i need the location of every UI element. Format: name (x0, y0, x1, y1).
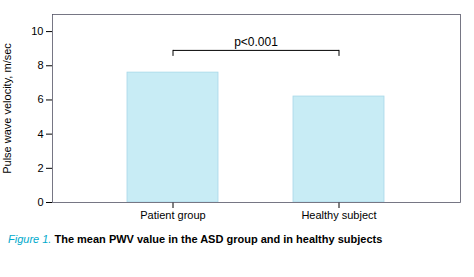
html-text:Figure 1. The mean PWV value i: Figure 1. The mean PWV value in the ASD … (8, 233, 383, 245)
svg-text:8: 8 (37, 59, 43, 71)
svg-text:0: 0 (37, 196, 43, 208)
svg-text:Patient group: Patient group (140, 209, 205, 221)
svg-text:Pulse wave velocity, m/sec: Pulse wave velocity, m/sec (1, 43, 13, 174)
svg-text:10: 10 (31, 25, 43, 37)
svg-text:6: 6 (37, 93, 43, 105)
svg-text:Healthy subject: Healthy subject (301, 209, 376, 221)
svg-text:2: 2 (37, 162, 43, 174)
svg-text:p<0.001: p<0.001 (234, 35, 278, 49)
svg-text:4: 4 (37, 128, 43, 140)
